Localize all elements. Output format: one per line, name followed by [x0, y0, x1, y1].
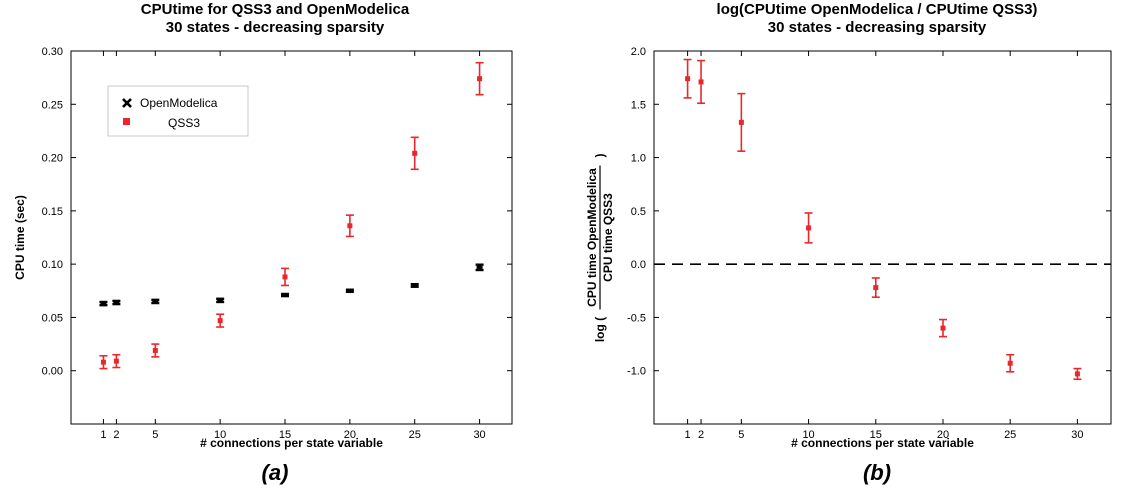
data-point [347, 223, 353, 229]
data-point [100, 302, 107, 306]
y-tick-label: 0.0 [631, 259, 646, 271]
x-tick-label: 1 [100, 429, 106, 441]
plot-frame [653, 50, 1112, 425]
data-point [346, 289, 353, 293]
x-tick-label: 15 [279, 429, 291, 441]
y-tick-label: 0.20 [42, 153, 63, 165]
legend-label: OpenModelica [140, 96, 218, 110]
y-tick-label: 0.30 [42, 46, 63, 58]
y-tick-label: 1.5 [631, 99, 646, 111]
x-tick-label: 25 [409, 429, 421, 441]
x-tick-label: 1 [685, 429, 691, 441]
data-point [152, 299, 159, 303]
legend-label: QSS3 [168, 116, 200, 130]
data-point [476, 265, 483, 269]
y-axis-label-fraction: log ( CPU time OpenModelica CPU time QSS3) [585, 154, 615, 343]
data-point [738, 119, 744, 125]
x-tick-label: 5 [738, 429, 744, 441]
series-0 [99, 263, 484, 307]
y-tick-label: 0.5 [631, 206, 646, 218]
y-tick-label: -1.0 [627, 366, 646, 378]
x-tick-label: 10 [802, 429, 814, 441]
y-axis-label: CPU time (sec) [13, 195, 27, 280]
x-tick-label: 10 [214, 429, 226, 441]
data-point [412, 150, 418, 156]
y-tick-label: -0.5 [627, 312, 646, 324]
data-point [217, 298, 224, 302]
chart-subtitle: 30 states - decreasing sparsity [166, 19, 385, 36]
x-tick-label: 2 [698, 429, 704, 441]
panel-label: (b) [863, 460, 891, 485]
y-axis-label-suffix: ) [593, 154, 607, 158]
x-tick-label: 2 [113, 429, 119, 441]
series-0 [683, 58, 1082, 381]
data-point [477, 76, 483, 82]
x-axis-label: # connections per state variable [791, 436, 974, 450]
panel-label: (a) [262, 460, 289, 485]
data-point [113, 301, 120, 305]
data-point [806, 225, 812, 231]
x-tick-label: 20 [937, 429, 949, 441]
data-point [217, 318, 223, 324]
y-axis-label-prefix: log ( [593, 317, 607, 342]
x-tick-label: 20 [344, 429, 356, 441]
y-tick-label: 0.15 [42, 206, 63, 218]
plot-frame [70, 50, 513, 425]
data-point [873, 285, 879, 291]
data-point [411, 283, 418, 287]
data-point [113, 358, 119, 364]
y-axis-label-denominator: CPU time QSS3 [601, 193, 615, 282]
x-tick-label: 15 [870, 429, 882, 441]
x-tick-label: 30 [1071, 429, 1083, 441]
chart-title: log(CPUtime OpenModelica / CPUtime QSS3) [717, 1, 1038, 18]
x-axis-label: # connections per state variable [200, 436, 383, 450]
legend: OpenModelica QSS3 [107, 85, 249, 137]
y-tick-label: 2.0 [631, 46, 646, 58]
data-point [100, 359, 106, 365]
data-point [698, 79, 704, 85]
y-axis-label-numerator: CPU time OpenModelica [585, 168, 599, 307]
data-point [282, 274, 288, 280]
y-tick-label: 1.0 [631, 153, 646, 165]
x-tick-label: 30 [473, 429, 485, 441]
legend-marker-square [123, 118, 130, 125]
data-point [940, 325, 946, 331]
series-1 [99, 61, 484, 370]
y-tick-label: 0.25 [42, 99, 63, 111]
y-tick-label: 0.05 [42, 312, 63, 324]
x-tick-label: 25 [1004, 429, 1016, 441]
data-point [152, 347, 158, 353]
data-point [685, 76, 691, 82]
y-tick-label: 0.00 [42, 366, 63, 378]
chart-panel-b: log(CPUtime OpenModelica / CPUtime QSS3)… [585, 1, 1112, 485]
data-point [282, 293, 289, 297]
chart-subtitle: 30 states - decreasing sparsity [768, 19, 987, 36]
data-point [1074, 371, 1080, 377]
x-tick-label: 5 [152, 429, 158, 441]
y-tick-label: 0.10 [42, 259, 63, 271]
legend-box [107, 85, 249, 137]
data-point [1007, 360, 1013, 366]
chart-title: CPUtime for QSS3 and OpenModelica [141, 1, 410, 18]
legend-marker-x [122, 98, 132, 108]
